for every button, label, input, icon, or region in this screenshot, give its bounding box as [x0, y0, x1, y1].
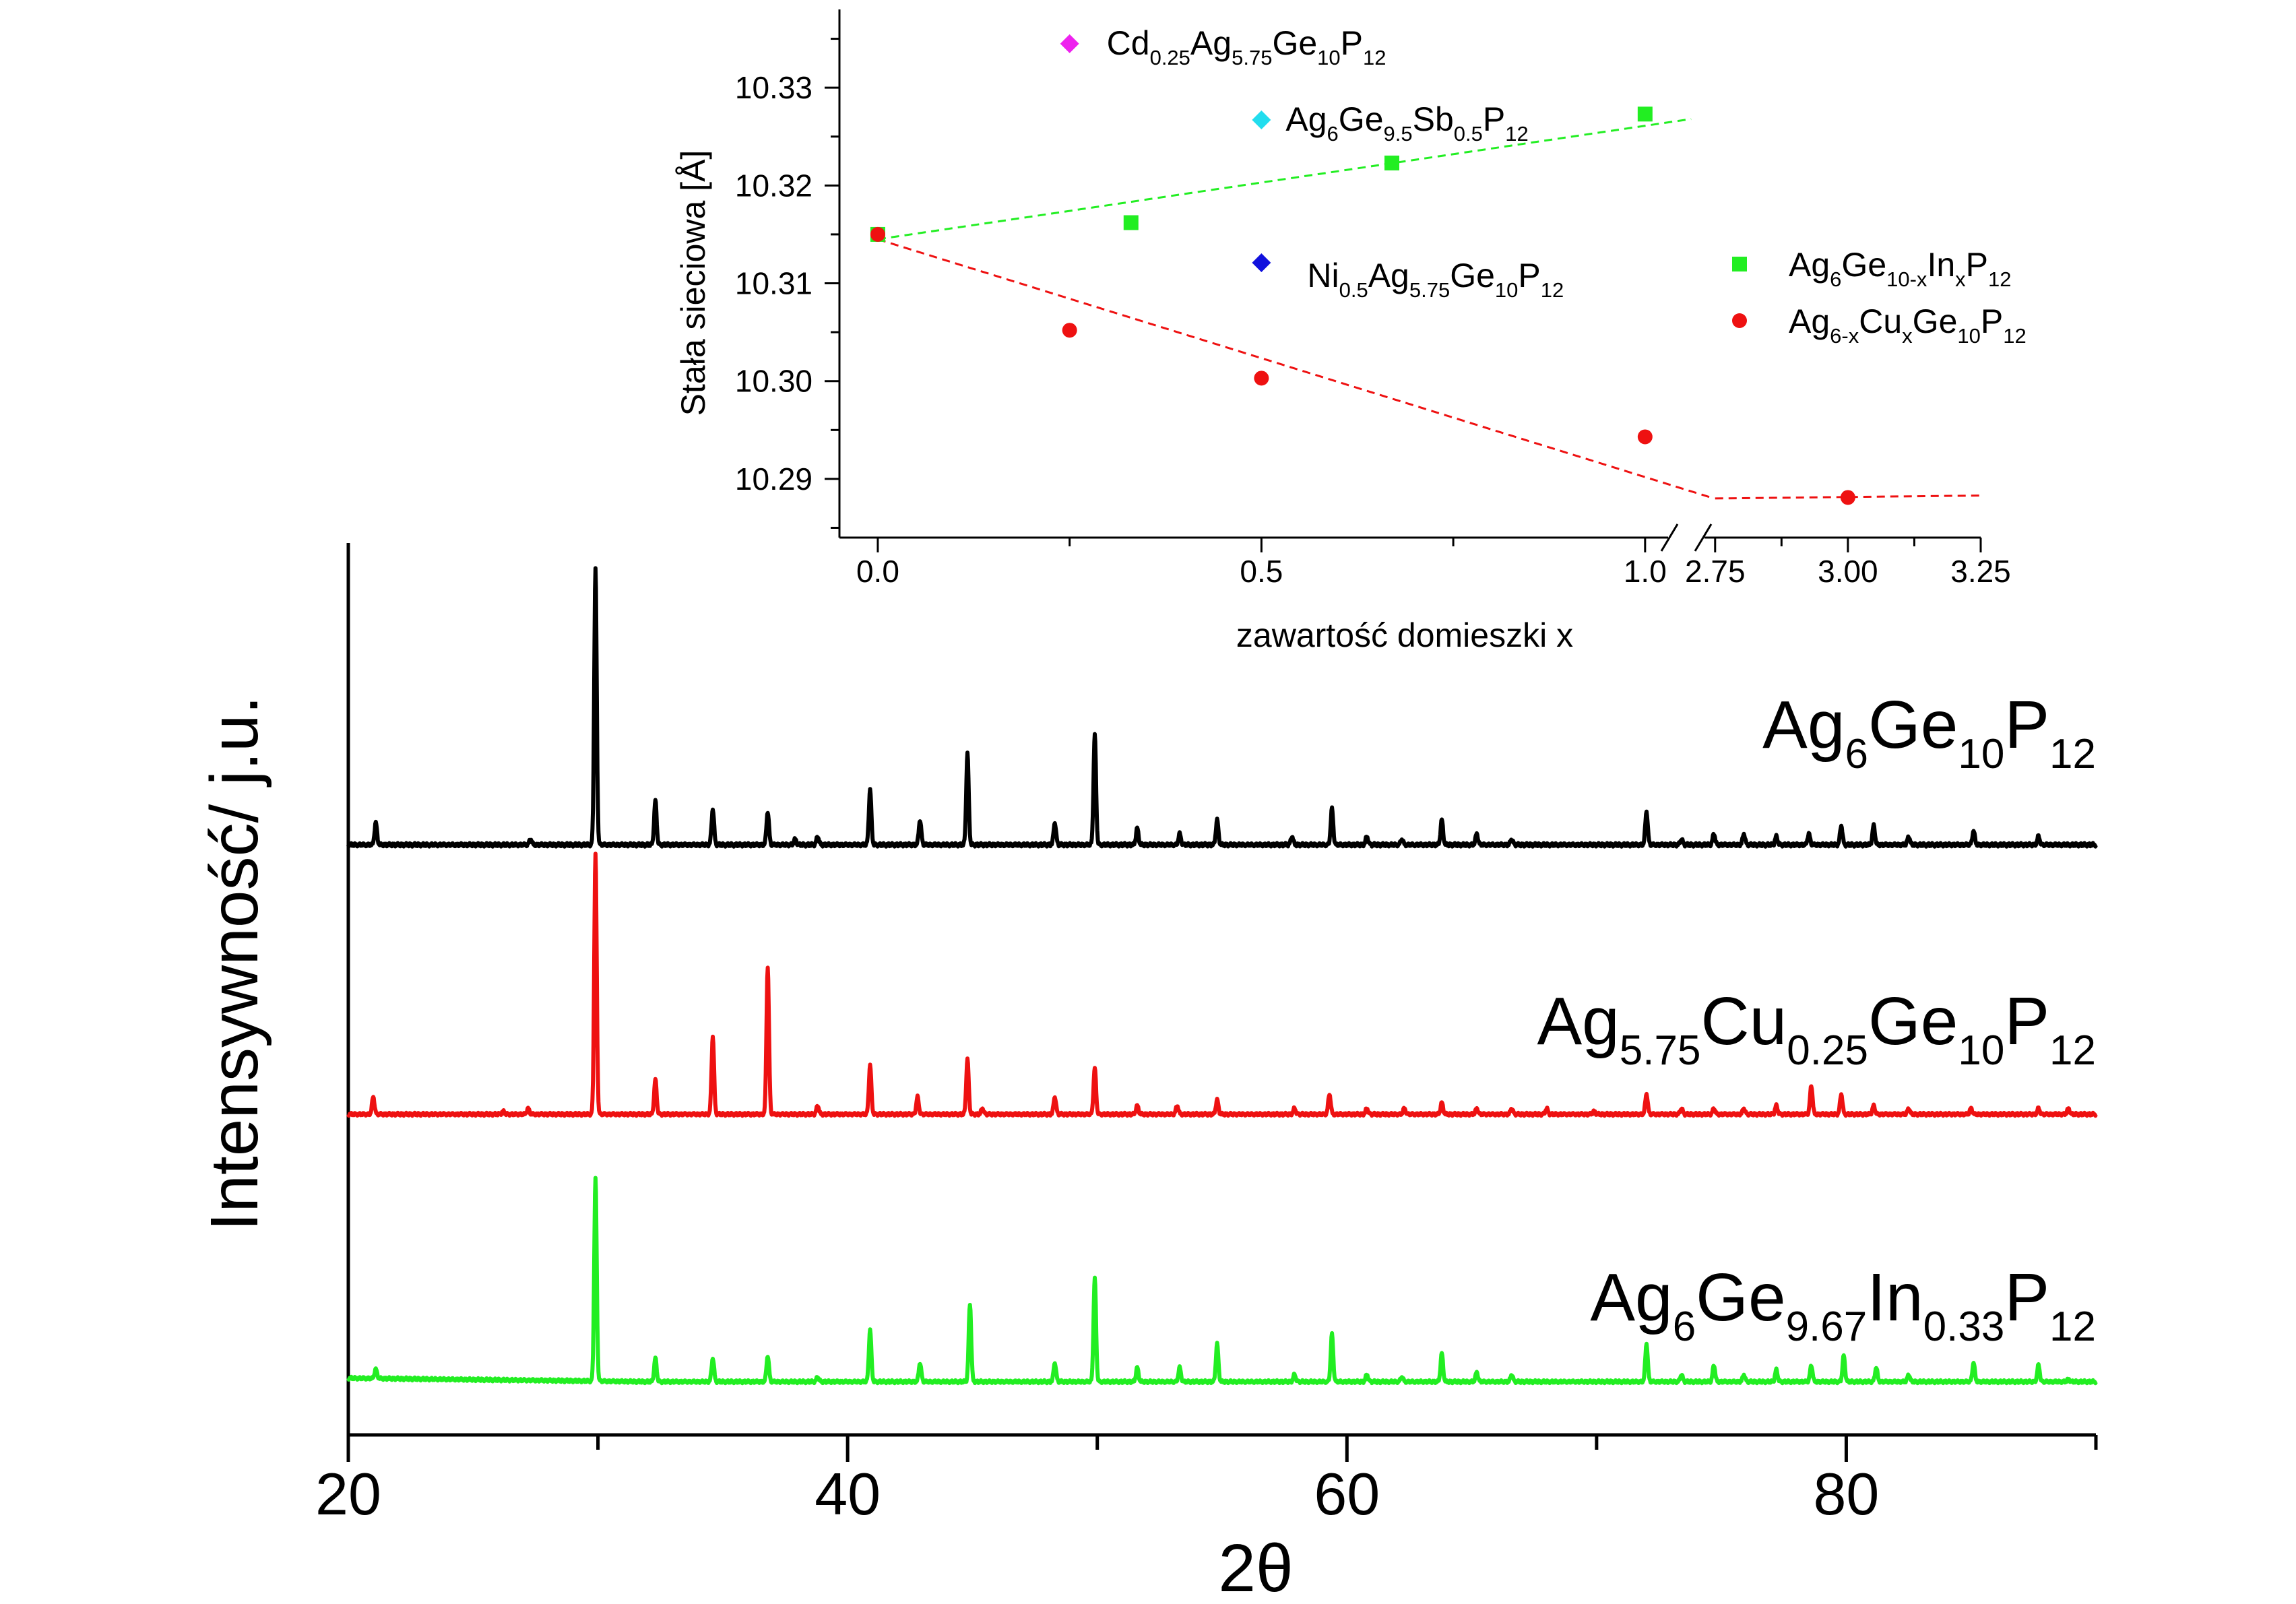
- inset-y-tick-label: 10.32: [735, 168, 812, 203]
- data-point: [1840, 490, 1855, 505]
- inset-y-tick-label: 10.31: [735, 266, 812, 301]
- data-point: [1637, 106, 1653, 122]
- legend-marker: [1732, 313, 1747, 328]
- legend-label: Ag6-xCuxGe10P12: [1789, 302, 2027, 348]
- series-label: Ag5.75Cu0.25Ge10P12: [1537, 984, 2096, 1074]
- data-point: [870, 226, 885, 242]
- data-point: [1254, 371, 1269, 386]
- trace-line: [346, 1176, 2098, 1386]
- trend-line: [877, 118, 1692, 240]
- inset-x-tick-label: 1.0: [1624, 554, 1667, 589]
- lattice-constant-inset-chart: 10.29 10.30 10.31 10.32 10.33 0.0 0.5 1.0 2.75 3.…: [674, 9, 2027, 654]
- trace-line: [346, 566, 2098, 849]
- x-tick-label: 80: [1813, 1461, 1879, 1527]
- x-tick-label: 40: [815, 1461, 881, 1527]
- trace-line: [346, 852, 2098, 1118]
- x-tick-label: 60: [1314, 1461, 1380, 1527]
- inset-y-axis-title: Stała sieciowa [Å]: [674, 150, 712, 416]
- inset-x-tick-label: 0.0: [856, 554, 899, 589]
- axis-break-mark: [1694, 523, 1713, 552]
- data-point: [1252, 110, 1271, 130]
- y-axis-title: Intensywność/ j.u.: [197, 696, 272, 1231]
- point-label: Cd0.25Ag5.75Ge10P12: [1107, 24, 1386, 69]
- series-label: Ag6Ge10P12: [1762, 687, 2096, 777]
- trend-line: [1715, 494, 1981, 500]
- data-point: [1384, 155, 1399, 170]
- point-label: Ni0.5Ag5.75Ge10P12: [1307, 257, 1564, 302]
- data-point: [1123, 215, 1139, 230]
- xrd-pattern-chart: 20 40 60 80 2θ Intensywność/ j.u. Ag6Ge10P12 Ag…: [197, 543, 2098, 1604]
- inset-y-tick-label: 10.30: [735, 364, 812, 399]
- inset-y-tick-label: 10.33: [735, 70, 812, 105]
- data-point: [1060, 34, 1079, 53]
- data-point: [1062, 323, 1077, 338]
- axis-break-mark: [1660, 523, 1679, 552]
- trend-line: [877, 238, 1715, 500]
- point-label: Ag6Ge9.5Sb0.5P12: [1285, 100, 1528, 146]
- inset-x-tick-label: 3.25: [1950, 554, 2011, 589]
- data-point: [1252, 253, 1271, 273]
- inset-y-tick-label: 10.29: [735, 461, 812, 496]
- x-tick-label: 20: [315, 1461, 381, 1527]
- legend-marker: [1732, 257, 1747, 271]
- data-point: [1637, 429, 1653, 445]
- inset-x-axis-title: zawartość domieszki x: [1236, 616, 1573, 654]
- inset-x-tick-label: 0.5: [1240, 554, 1283, 589]
- legend-label: Ag6Ge10-xInxP12: [1789, 246, 2011, 291]
- x-axis-title: 2θ: [1218, 1531, 1293, 1604]
- series-label: Ag6Ge9.67In0.33P12: [1590, 1260, 2096, 1350]
- inset-x-tick-label: 2.75: [1685, 554, 1746, 589]
- inset-x-tick-label: 3.00: [1818, 554, 1878, 589]
